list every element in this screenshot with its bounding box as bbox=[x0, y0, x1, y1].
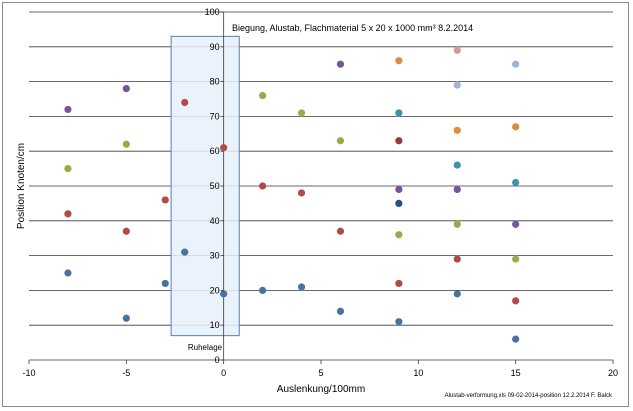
x-tick-label: -10 bbox=[22, 368, 35, 378]
data-point bbox=[220, 144, 228, 152]
data-point bbox=[512, 123, 520, 131]
y-tick-label: 70 bbox=[210, 111, 220, 121]
x-tick-label: 0 bbox=[221, 368, 226, 378]
tick-labels: 0 10 20 30 40 50 60 70 80 90 100 -10 -5 0 5 10 15 20 bbox=[22, 7, 618, 378]
data-point bbox=[336, 227, 345, 235]
x-tick-label: -5 bbox=[122, 368, 130, 378]
x-axis-title: Auslenkung/100mm bbox=[277, 384, 365, 395]
data-point bbox=[259, 182, 267, 190]
y-tick-label: 50 bbox=[210, 181, 220, 191]
data-point bbox=[181, 248, 189, 256]
y-tick-label: 30 bbox=[210, 251, 220, 261]
x-tick-label: 10 bbox=[413, 368, 423, 378]
data-point bbox=[395, 199, 403, 207]
chart-frame bbox=[2, 2, 629, 407]
data-point bbox=[453, 255, 461, 263]
data-point bbox=[122, 140, 130, 148]
footnote: Alustab-verformung.xls 09-02-2014-positi… bbox=[445, 393, 613, 399]
data-point bbox=[453, 290, 461, 298]
data-point bbox=[453, 185, 461, 194]
data-point bbox=[395, 231, 403, 239]
data-point bbox=[395, 57, 403, 65]
y-tick-label: 40 bbox=[210, 216, 220, 226]
gridlines bbox=[29, 11, 613, 326]
y-axis-title: Position Knoten/cm bbox=[16, 143, 27, 229]
y-tick-label: 90 bbox=[210, 42, 220, 52]
data-point bbox=[512, 220, 520, 228]
data-point bbox=[512, 178, 520, 187]
x-tick-label: 20 bbox=[608, 368, 618, 378]
data-point bbox=[122, 84, 130, 93]
y-tick-label: 10 bbox=[210, 320, 220, 330]
data-point bbox=[512, 335, 520, 343]
data-point bbox=[395, 109, 403, 117]
data-point bbox=[64, 165, 72, 173]
data-point bbox=[453, 220, 461, 228]
y-tick-label: 20 bbox=[210, 285, 220, 295]
x-tick-label: 15 bbox=[511, 368, 521, 378]
annotation-ruhelage: Ruhelage bbox=[188, 343, 223, 352]
data-point bbox=[64, 210, 72, 218]
data-point bbox=[64, 105, 72, 114]
x-tick-label: 5 bbox=[318, 368, 323, 378]
data-point bbox=[259, 91, 267, 100]
data-point bbox=[512, 255, 520, 263]
data-point bbox=[512, 297, 520, 305]
data-point bbox=[336, 137, 345, 145]
data-point bbox=[453, 46, 461, 54]
data-point bbox=[161, 279, 169, 288]
data-point bbox=[395, 185, 403, 194]
y-tick-label: 100 bbox=[205, 7, 220, 17]
highlight-region bbox=[170, 35, 240, 337]
data-point bbox=[453, 126, 461, 134]
data-points bbox=[64, 46, 520, 343]
data-point bbox=[220, 290, 228, 298]
axes bbox=[28, 11, 614, 364]
data-point bbox=[512, 60, 520, 68]
data-point bbox=[64, 269, 72, 277]
data-point bbox=[395, 318, 403, 326]
data-point bbox=[297, 109, 306, 117]
data-point bbox=[395, 279, 403, 288]
data-point bbox=[297, 189, 306, 197]
data-point bbox=[161, 196, 169, 204]
data-point bbox=[181, 98, 189, 107]
data-point bbox=[453, 81, 461, 89]
y-tick-label: 0 bbox=[215, 355, 220, 365]
data-point bbox=[395, 137, 403, 145]
data-point bbox=[259, 286, 267, 294]
data-point bbox=[336, 307, 345, 315]
highlight-region-layer bbox=[170, 35, 240, 337]
y-tick-label: 60 bbox=[210, 146, 220, 156]
data-point bbox=[453, 161, 461, 169]
y-tick-label: 80 bbox=[210, 77, 220, 87]
data-point bbox=[122, 227, 130, 235]
data-point bbox=[122, 314, 130, 322]
data-point bbox=[336, 60, 345, 68]
data-point bbox=[297, 283, 306, 291]
chart-title: Biegung, Alustab, Flachmaterial 5 x 20 x… bbox=[232, 23, 473, 33]
